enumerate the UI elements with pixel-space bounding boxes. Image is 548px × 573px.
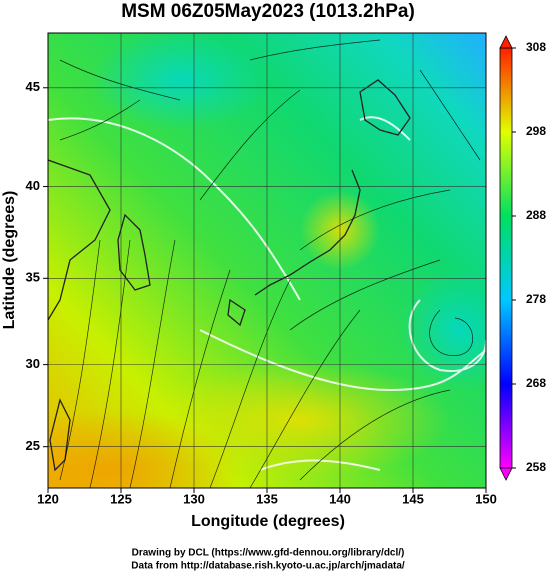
x-axis-label: Longitude (degrees)	[191, 513, 345, 530]
colorbar: 258 268 278 288 298 308	[499, 35, 546, 481]
y-tick-label: 40	[26, 178, 40, 193]
x-tick-label: 130	[183, 491, 205, 506]
x-tick-label: 120	[37, 491, 59, 506]
x-tick-label: 135	[256, 491, 278, 506]
colorbar-tick-label: 308	[526, 40, 546, 54]
colorbar-body	[499, 47, 513, 469]
colorbar-arrow-top	[499, 35, 513, 49]
colorbar-tick-label: 268	[526, 376, 546, 390]
streamlines	[59, 39, 481, 488]
grid	[47, 33, 487, 488]
y-tick-label: 45	[26, 79, 40, 94]
colorbar-tick-label: 278	[526, 292, 546, 306]
footer-line: Drawing by DCL (https://www.gfd-dennou.o…	[132, 548, 405, 559]
y-tick-label: 30	[26, 356, 40, 371]
footer-line: Data from http://database.rish.kyoto-u.a…	[131, 561, 405, 572]
map-title: MSM 06Z05May2023 (1013.2hPa)	[121, 1, 415, 22]
axes: 120 125 130 135 140 145 150 25 30 35 40 45	[26, 79, 497, 506]
x-tick-label: 125	[110, 491, 132, 506]
coastline	[48, 79, 411, 472]
y-tick-label: 35	[26, 270, 40, 285]
y-axis-label: Latitude (degrees)	[1, 191, 18, 330]
temperature-field	[48, 33, 486, 488]
x-tick-label: 145	[402, 491, 424, 506]
x-tick-label: 150	[475, 491, 497, 506]
y-tick-label: 25	[26, 438, 40, 453]
colorbar-arrow-bottom	[499, 467, 513, 481]
colorbar-tick-label: 298	[526, 124, 546, 138]
colorbar-tick-label: 288	[526, 208, 546, 222]
x-tick-label: 140	[329, 491, 351, 506]
colorbar-tick-label: 258	[526, 460, 546, 474]
